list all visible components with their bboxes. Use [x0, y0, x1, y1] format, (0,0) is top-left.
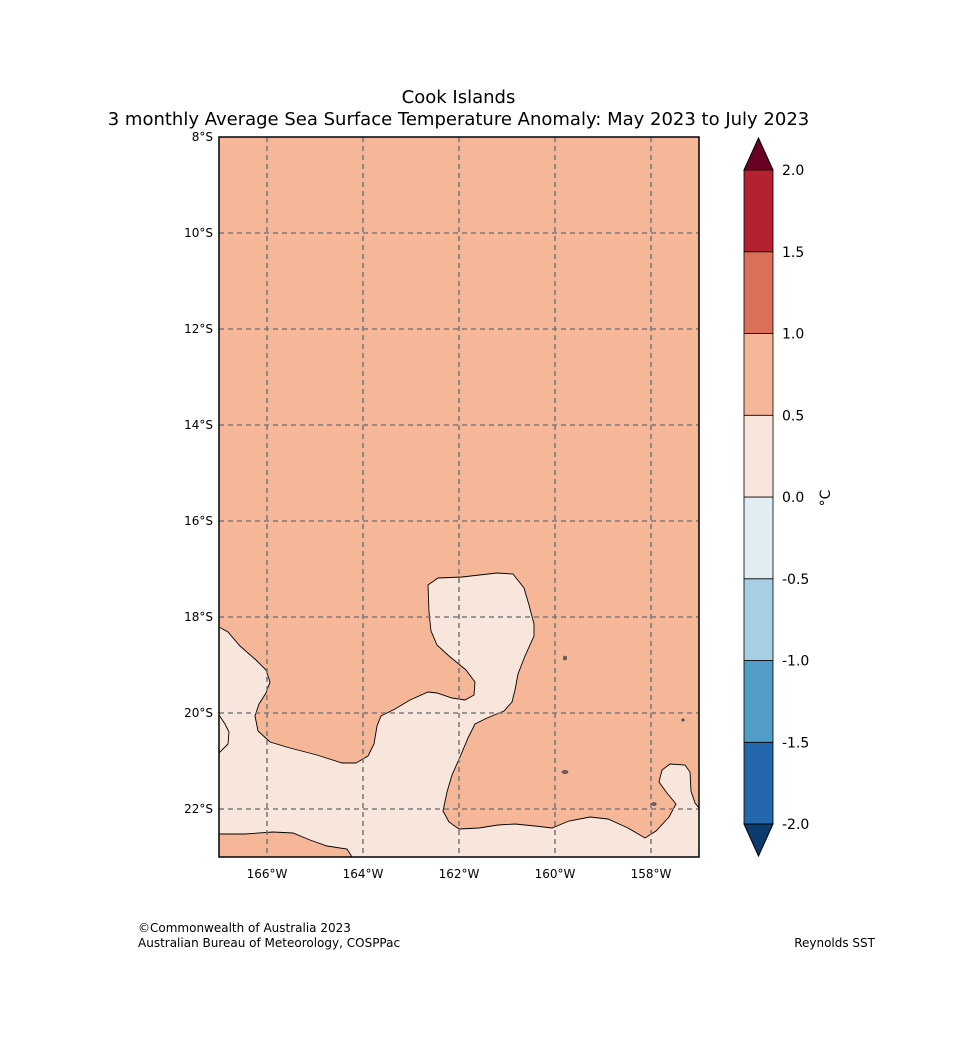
latitude-tick-label: 12°S: [184, 322, 213, 336]
colorbar-over-triangle: [743, 136, 774, 171]
latitude-tick-label: 10°S: [184, 226, 213, 240]
colorbar-band: [743, 414, 774, 498]
map-frame: [218, 136, 700, 858]
gridlines: [219, 137, 699, 857]
colorbar-tick-labels: -2.0 -1.5 -1.0 -0.5 0.0 0.5 1.0 1.5 2.0: [782, 163, 809, 833]
longitude-tick-label: 166°W: [247, 867, 288, 881]
colorbar-band: [743, 496, 774, 580]
colorbar-tick-label: 0.5: [782, 408, 804, 424]
map-title: Cook Islands: [401, 87, 516, 108]
island-marker: [681, 718, 685, 722]
latitude-tick-label: 14°S: [184, 418, 213, 432]
colorbar-tick-label: -1.5: [782, 735, 809, 751]
latitude-tick-label: 8°S: [192, 130, 213, 144]
colorbar-band: [743, 169, 774, 253]
islands: [561, 655, 685, 806]
anomaly-contour-west: [219, 714, 230, 754]
copyright-text: ©Commonwealth of Australia 2023: [138, 921, 351, 935]
colorbar-tick-label: -0.5: [782, 572, 809, 588]
colorbar-band: [743, 578, 774, 661]
colorbar-tick-label: -1.0: [782, 654, 809, 670]
latitude-tick-labels: 8°S 10°S 12°S 14°S 16°S 18°S 20°S 22°S: [184, 130, 213, 816]
island-marker: [651, 802, 657, 806]
colorbar-tick-label: 2.0: [782, 163, 804, 179]
colorbar-bands: [743, 169, 774, 825]
longitude-tick-label: 164°W: [343, 867, 384, 881]
map-subtitle: 3 monthly Average Sea Surface Temperatur…: [107, 109, 810, 130]
colorbar-band: [743, 660, 774, 743]
colorbar-band: [743, 251, 774, 334]
longitude-tick-label: 162°W: [439, 867, 480, 881]
island-marker: [563, 655, 567, 661]
longitude-tick-labels: 166°W 164°W 162°W 160°W 158°W: [247, 867, 672, 881]
map-area: [218, 136, 700, 858]
latitude-tick-label: 20°S: [184, 706, 213, 720]
colorbar: -2.0 -1.5 -1.0 -0.5 0.0 0.5 1.0 1.5 2.0 °C: [743, 136, 834, 858]
colorbar-band: [743, 333, 774, 416]
longitude-tick-label: 158°W: [631, 867, 672, 881]
footer-credits: ©Commonwealth of Australia 2023 Australi…: [138, 921, 400, 951]
longitude-tick-label: 160°W: [535, 867, 576, 881]
agency-text: Australian Bureau of Meteorology, COSPPa…: [138, 936, 401, 950]
latitude-tick-label: 22°S: [184, 802, 213, 816]
colorbar-band: [743, 741, 774, 825]
colorbar-tick-label: 0.0: [782, 490, 804, 506]
colorbar-under-triangle: [743, 823, 774, 858]
colorbar-tick-label: 1.5: [782, 245, 804, 261]
data-source-text: Reynolds SST: [794, 936, 875, 950]
colorbar-tick-label: -2.0: [782, 817, 809, 833]
colorbar-unit-label: °C: [818, 489, 834, 506]
colorbar-tick-label: 1.0: [782, 327, 804, 343]
island-marker: [561, 770, 569, 774]
latitude-tick-label: 18°S: [184, 610, 213, 624]
latitude-tick-label: 16°S: [184, 514, 213, 528]
